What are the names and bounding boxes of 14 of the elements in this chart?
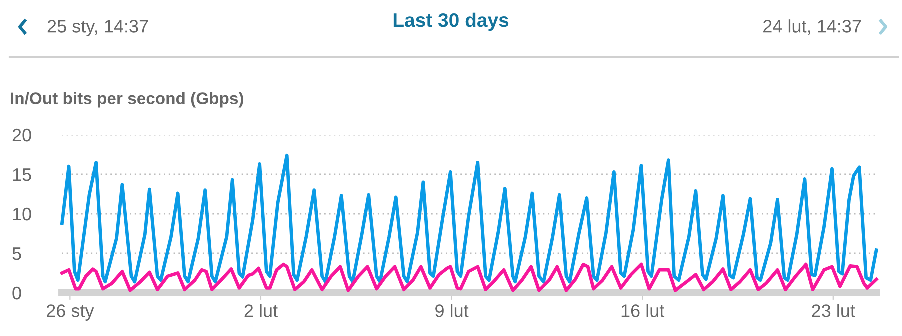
y-tick-label: 15: [13, 168, 32, 182]
y-tick-label: 10: [13, 208, 32, 221]
x-tick-label: 2 lut: [244, 304, 278, 318]
y-tick-label: 0: [12, 286, 22, 300]
x-tick-label: 16 lut: [622, 304, 665, 318]
y-tick-label: 5: [12, 248, 22, 260]
text: 24 lut, 14:37: [764, 20, 862, 35]
text: 25 sty, 14:37: [48, 20, 148, 36]
y-axis-title: In/Out bits per second (Gbps): [11, 92, 244, 108]
x-tick-label: 23 lut: [812, 304, 856, 318]
x-tick-label: 9 lut: [436, 304, 469, 318]
x-tick-label: 26 sty: [47, 304, 94, 321]
y-tick-label: 20: [12, 128, 32, 142]
chart-title: Last 30 days: [394, 12, 509, 32]
